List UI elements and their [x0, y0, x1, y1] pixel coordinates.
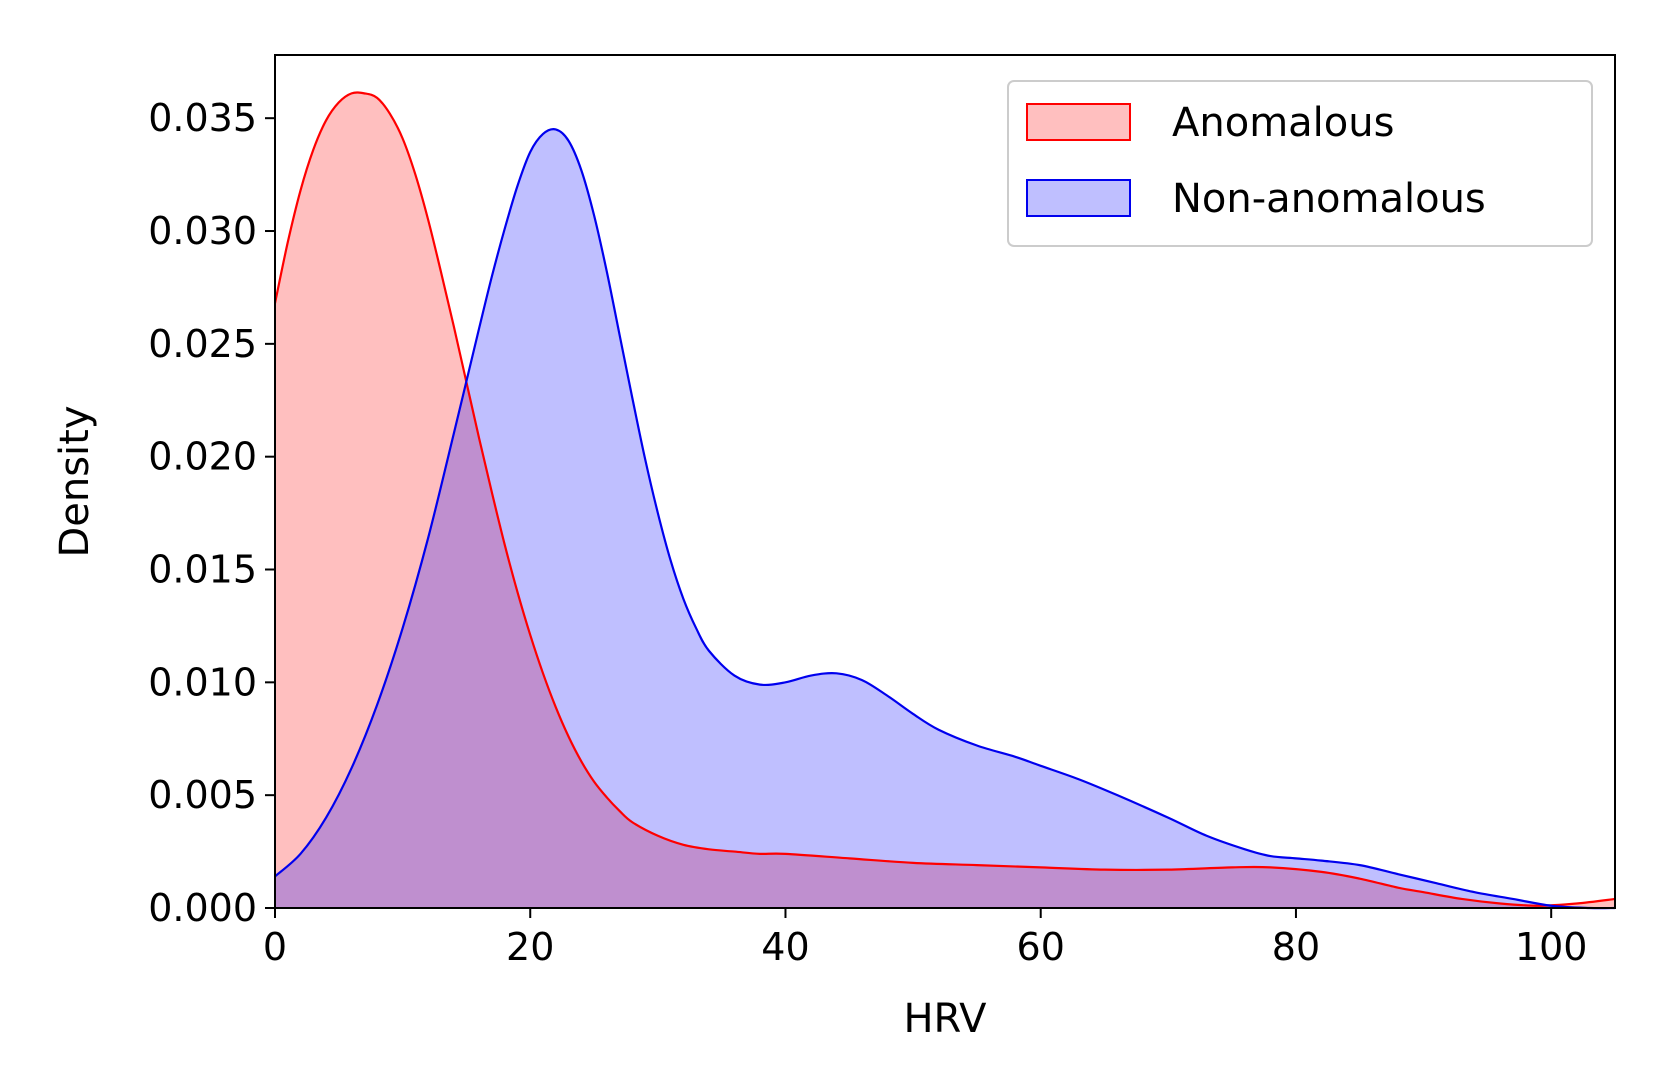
plot-frame — [274, 54, 1616, 909]
x-axis-title: HRV — [903, 996, 987, 1042]
legend: Anomalous Non-anomalous — [1007, 80, 1593, 247]
y-tick-label: 0.025 — [148, 322, 257, 366]
x-tick-label: 0 — [263, 925, 287, 969]
y-tick-label: 0.000 — [148, 886, 257, 930]
series-line-non-anomalous — [274, 128, 1616, 910]
legend-box — [1007, 80, 1593, 247]
y-tick-label: 0.015 — [148, 548, 257, 592]
y-tick-label: 0.035 — [148, 96, 257, 140]
x-tick-label: 20 — [506, 925, 554, 969]
series-line-anomalous — [273, 91, 1616, 907]
x-tick-label: 100 — [1515, 925, 1588, 969]
series-area-non-anomalous — [275, 129, 1615, 909]
y-tick-label: 0.010 — [148, 660, 257, 704]
x-tick-label: 80 — [1272, 925, 1320, 969]
legend-label-anomalous: Anomalous — [1172, 100, 1394, 146]
legend-swatch-anomalous — [1026, 103, 1131, 141]
legend-label-non-anomalous: Non-anomalous — [1172, 176, 1486, 222]
series-area-anomalous — [275, 92, 1615, 909]
series-layer — [273, 91, 1616, 910]
x-tick-label: 40 — [761, 925, 809, 969]
y-axis-title: Density — [52, 405, 98, 557]
y-tick-label: 0.020 — [148, 435, 257, 479]
legend-swatch-non-anomalous — [1026, 179, 1131, 217]
ticks-layer: 0 20 40 60 80 100 0.000 0.005 0.010 0.015 0.020 0.0… — [148, 96, 1587, 969]
y-tick-label: 0.005 — [148, 773, 257, 817]
y-tick-label: 0.030 — [148, 209, 257, 253]
x-tick-label: 60 — [1017, 925, 1065, 969]
